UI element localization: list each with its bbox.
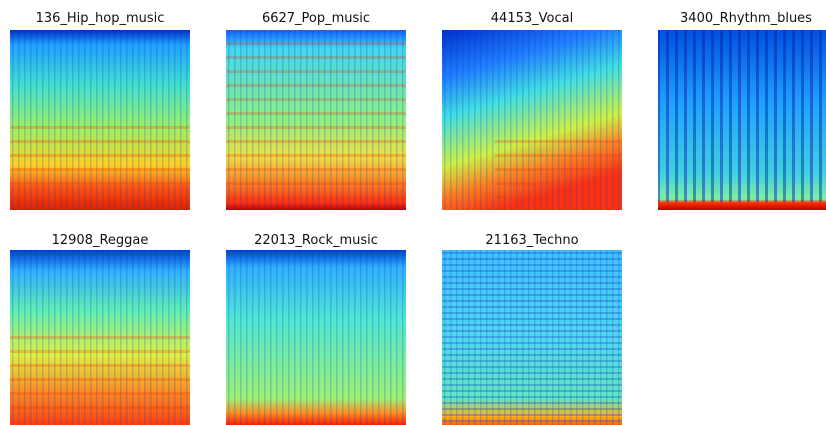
- texture: [442, 30, 622, 210]
- texture: [226, 30, 406, 210]
- texture: [10, 330, 190, 425]
- panel-title: 3400_Rhythm_blues: [680, 11, 812, 26]
- texture: [442, 250, 622, 425]
- panel-title: 22013_Rock_music: [254, 233, 378, 248]
- texture: [658, 30, 826, 202]
- texture: [226, 250, 406, 425]
- panel-title: 12908_Reggae: [52, 233, 149, 248]
- panel-title: 21163_Techno: [485, 233, 578, 248]
- texture: [10, 120, 190, 210]
- panel-title: 136_Hip_hop_music: [36, 11, 165, 26]
- panel-title: 6627_Pop_music: [262, 11, 370, 26]
- panel-title: 44153_Vocal: [491, 11, 573, 26]
